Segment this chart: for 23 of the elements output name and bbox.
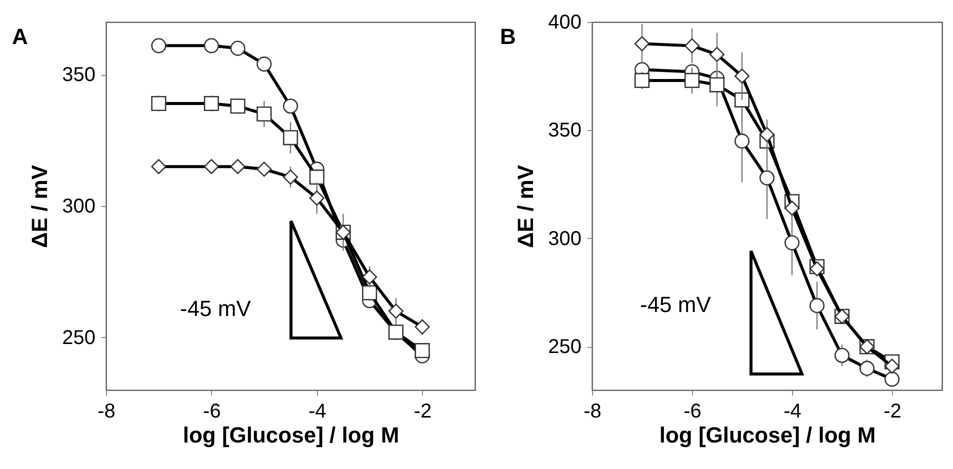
text: B [500, 24, 516, 50]
y-tick-label: 250 [62, 326, 96, 349]
annotation: -45 mV [640, 292, 712, 317]
y-tick-label: 350 [548, 120, 582, 142]
y-axis-title: ΔE / mV [27, 164, 52, 248]
y-axis-title: ΔE / mV [513, 164, 538, 248]
x-tick-label: -2 [884, 400, 902, 422]
text: A [12, 24, 28, 50]
x-axis-title: log [Glucose] / log M [182, 422, 400, 448]
x-tick-label: -4 [308, 400, 326, 422]
y-tick-label: 350 [62, 64, 96, 86]
y-tick-label: 300 [548, 228, 582, 250]
y-tick-label: 400 [548, 12, 582, 34]
x-tick-label: -2 [414, 400, 432, 422]
x-tick-label: -8 [98, 400, 116, 422]
x-tick-label: -4 [784, 400, 802, 422]
x-tick-label: -6 [203, 400, 221, 422]
x-tick-label: -6 [684, 400, 702, 422]
y-tick-label: 300 [62, 196, 96, 218]
y-tick-label: 250 [548, 336, 582, 358]
x-axis-title: log [Glucose] / log M [659, 422, 876, 448]
annotation: -45 mV [180, 296, 252, 321]
x-tick-label: -8 [584, 400, 602, 422]
